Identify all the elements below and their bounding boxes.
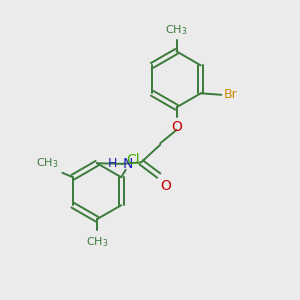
Text: Br: Br [224,88,237,101]
Text: O: O [160,178,171,193]
Text: CH$_3$: CH$_3$ [165,23,188,37]
Text: N: N [123,157,133,171]
Text: CH$_3$: CH$_3$ [86,235,108,249]
Text: CH$_3$: CH$_3$ [36,156,58,170]
Text: O: O [171,120,182,134]
Text: H: H [108,157,118,170]
Text: Cl: Cl [126,153,140,167]
